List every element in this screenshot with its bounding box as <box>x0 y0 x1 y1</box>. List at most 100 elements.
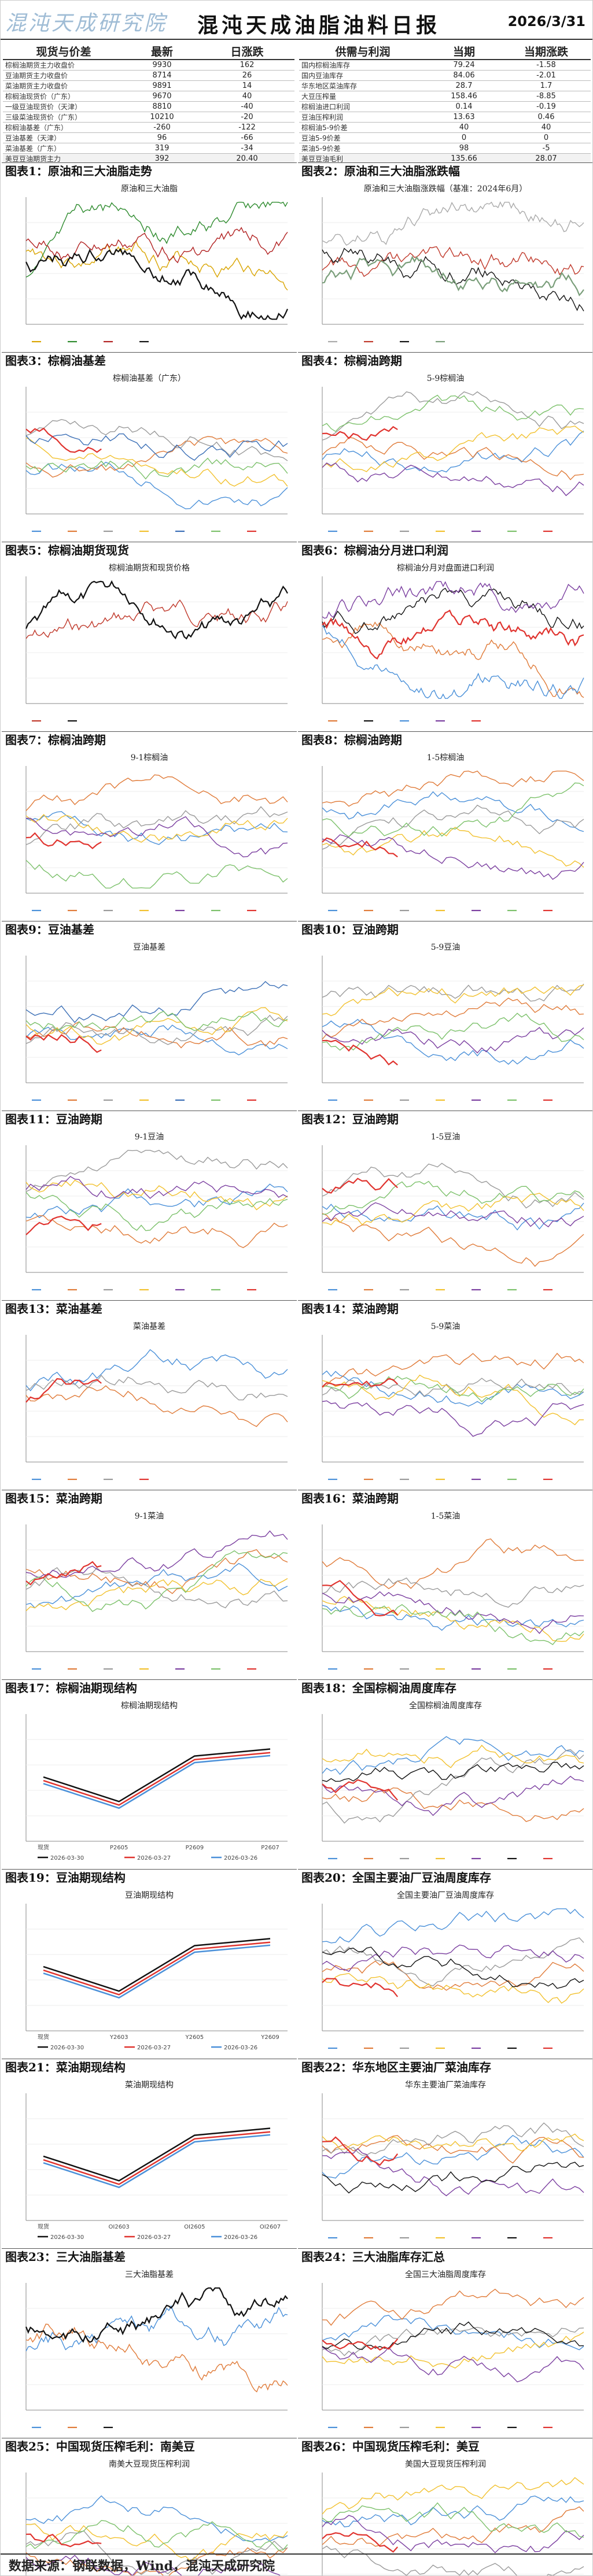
supply-table-row: 菜油5-9价差 98 -5 <box>299 143 591 154</box>
supply-table-cell-name: 棕榈油进口利润 <box>299 101 426 112</box>
series-line <box>322 804 584 850</box>
series-line <box>322 2321 584 2351</box>
series-line <box>322 1779 399 1801</box>
series-line <box>322 1019 584 1065</box>
chart-svg: 1-5豆油 <box>300 1129 591 1297</box>
series-line <box>25 1150 288 1192</box>
price-table-row: 棕榈油基差（广东） -260 -122 <box>3 122 294 133</box>
figure-panel: 图表22：华东地区主要油厂菜油库存 华东主要油厂菜油库存 <box>298 2059 592 2248</box>
chart-title: 5-9菜油 <box>431 1322 461 1331</box>
chart-title: 5-9豆油 <box>431 943 461 952</box>
series-line <box>322 1761 584 1782</box>
chart-background <box>4 939 294 1107</box>
figure-plot: 棕榈油基差（广东） <box>4 371 294 538</box>
chart-title: 棕榈油期现结构 <box>121 1701 178 1711</box>
figure-plot: 华东主要油厂菜油库存 <box>300 2077 591 2245</box>
figure-caption: 图表3：棕榈油基差 <box>2 352 297 368</box>
chart-title: 棕榈油期货和现货价格 <box>109 563 190 573</box>
series-line <box>322 1937 584 1987</box>
chart-title: 菜油基差 <box>133 1322 165 1331</box>
figure-plot: 三大油脂基差 <box>4 2267 294 2434</box>
supply-table-cell-current: 0.14 <box>426 101 502 112</box>
chart-title: 全国棕榈油周度库存 <box>409 1701 482 1711</box>
chart-title: 全国主要油厂豆油周度库存 <box>397 1890 494 1900</box>
series-line <box>43 2134 271 2189</box>
series-line <box>25 1378 102 1403</box>
price-table-cell-latest: -260 <box>124 122 200 133</box>
report-header: 混沌天成研究院 混沌天成油脂油料日报 2026/3/31 <box>1 1 592 40</box>
price-col-change: 日涨跌 <box>200 43 294 60</box>
supply-table-cell-change: 0.46 <box>502 112 591 123</box>
series-line <box>25 1191 288 1231</box>
chart-background <box>300 1508 591 1676</box>
x-tick-label: Y2609 <box>260 2034 279 2041</box>
series-line <box>322 997 584 1040</box>
price-table-row: 棕榈油现货价（广东） 9670 40 <box>3 91 294 102</box>
series-line <box>322 2502 584 2538</box>
series-line <box>322 462 584 497</box>
figure-panel: 图表13：菜油基差 菜油基差 <box>2 1300 297 1490</box>
chart-svg: 1-5棕榈油 <box>300 750 591 917</box>
figure-plot: 5-9棕榈油 <box>300 371 591 538</box>
series-line <box>322 391 584 441</box>
series-line <box>43 1941 271 1996</box>
series-line <box>322 436 584 480</box>
figure-panel: 图表16：菜油跨期 1-5菜油 <box>298 1490 592 1679</box>
chart-title: 三大油脂基差 <box>125 2270 174 2279</box>
chart-title: 9-1豆油 <box>135 1132 164 1142</box>
series-line <box>322 1591 584 1634</box>
series-line <box>25 832 102 850</box>
series-line <box>322 1736 584 1775</box>
chart-svg: 全国主要油厂豆油周度库存 <box>300 1887 591 2055</box>
figure-caption: 图表15：菜油跨期 <box>2 1490 297 1506</box>
series-line <box>25 1550 288 1612</box>
x-tick-label: P2605 <box>110 1845 128 1851</box>
figure-plot: 1-5棕榈油 <box>300 750 591 917</box>
series-line <box>25 2287 288 2343</box>
figure-caption: 图表4：棕榈油跨期 <box>298 352 592 368</box>
report-date: 2026/3/31 <box>507 13 585 29</box>
series-line <box>322 2136 399 2166</box>
price-table-cell-latest: 9670 <box>124 91 200 102</box>
chart-svg: 南美大豆现货压榨利润 <box>4 2456 294 2575</box>
price-table-cell-name: 棕榈油现货价（广东） <box>3 91 124 102</box>
supply-table-cell-current: 40 <box>426 122 502 133</box>
chart-background <box>300 1319 591 1486</box>
chart-background <box>4 560 294 728</box>
chart-svg: 美国大豆现货压榨利润 <box>300 2456 591 2575</box>
chart-title: 9-1棕榈油 <box>131 753 168 763</box>
supply-table-cell-change: -0.19 <box>502 101 591 112</box>
figure-panel: 图表2：原油和三大油脂涨跌幅 原油和三大油脂涨跌幅（基准：2024年6月） <box>298 162 592 352</box>
company-logo: 混沌天成研究院 <box>5 12 168 35</box>
figure-plot: 美国大豆现货压榨利润 <box>300 2456 591 2575</box>
series-line <box>322 2148 584 2197</box>
series-line <box>322 1180 584 1215</box>
series-line <box>322 581 584 619</box>
series-line <box>25 774 288 811</box>
series-line <box>322 1213 584 1267</box>
series-line <box>322 1178 398 1194</box>
chart-title: 美国大豆现货压榨利润 <box>405 2459 486 2469</box>
series-line <box>322 837 398 858</box>
price-table-cell-name: 三级菜油现货价（广东） <box>3 112 124 123</box>
figure-plot: 棕榈油分月对盘面进口利润 <box>300 560 591 728</box>
chart-svg: 5-9菜油 <box>300 1319 591 1486</box>
price-table-cell-name: 一级豆油现货价（天津） <box>3 101 124 112</box>
series-line <box>25 433 288 461</box>
series-line <box>322 983 584 1002</box>
price-table-row: 菜油期货主力收盘价 9891 14 <box>3 80 294 91</box>
figure-panel: 图表3：棕榈油基差棕榈油基差（广东） <box>2 352 297 542</box>
price-table-cell-name: 豆油基差（天津） <box>3 132 124 143</box>
supply-table-cell-name: 美豆豆油毛利 <box>299 153 426 164</box>
series-line <box>25 2323 288 2393</box>
figure-panel: 图表17：棕榈油期现结构 棕榈油期现结构 现货 P2605 P2609 P2607 2026… <box>2 1679 297 1869</box>
chart-svg: 豆油基差 <box>4 939 294 1107</box>
series-line <box>25 1007 288 1045</box>
series-line <box>25 427 102 453</box>
series-line <box>322 2531 399 2553</box>
supply-table-cell-name: 华东地区菜油库存 <box>299 80 426 91</box>
chart-svg: 原油和三大油脂涨跌幅（基准：2024年6月） <box>300 181 591 349</box>
series-line <box>25 457 288 480</box>
series-line <box>322 1605 584 1631</box>
